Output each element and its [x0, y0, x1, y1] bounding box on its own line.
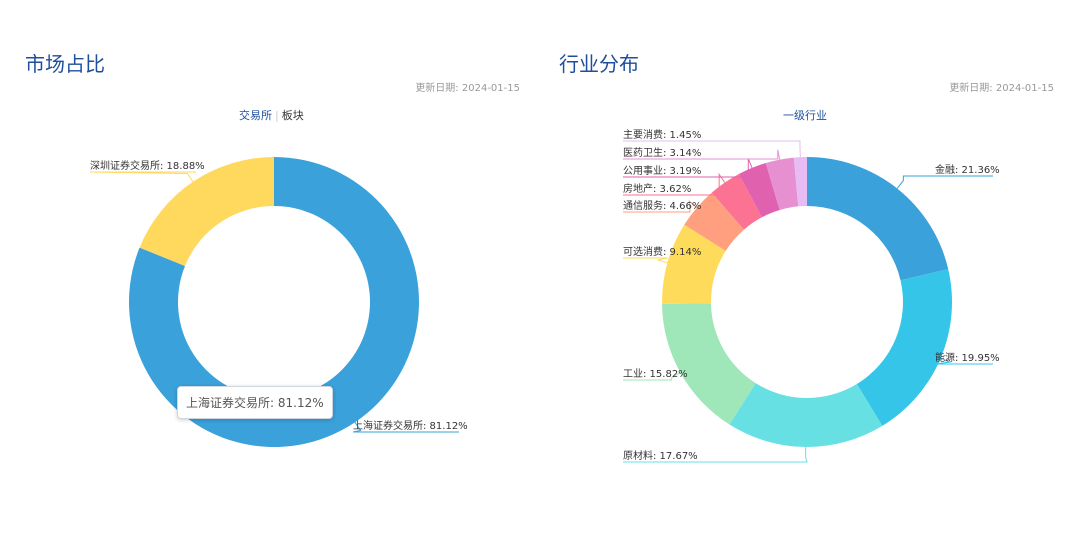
slice-label-1-3: 工业: 15.82%: [623, 368, 688, 380]
leader-line-1-7: [623, 158, 753, 178]
exchange-sector-tabs: 交易所 | 板块: [239, 107, 304, 123]
slice-1-9[interactable]: [793, 157, 807, 207]
slice-label-1-4: 可选消费: 9.14%: [623, 245, 701, 258]
slice-label-1-1: 能源: 19.95%: [935, 351, 1000, 364]
slice-1-1[interactable]: [856, 269, 952, 426]
update-date-label: 更新日期:: [415, 83, 459, 94]
market-share-title: 市场占比: [25, 52, 105, 76]
slice-1-7[interactable]: [738, 162, 780, 218]
update-date-label: 更新日期:: [949, 83, 993, 94]
leader-line-1-1: [934, 357, 993, 365]
tab-separator: |: [275, 109, 279, 122]
slice-label-0-0: 上海证券交易所: 81.12%: [353, 419, 468, 432]
slice-label-1-2: 原材料: 17.67%: [623, 449, 698, 462]
slice-1-8[interactable]: [765, 157, 799, 210]
tab-exchange[interactable]: 交易所: [239, 109, 272, 122]
slice-0-1[interactable]: [139, 157, 274, 266]
leader-line-1-3: [623, 372, 681, 381]
tab-sector[interactable]: 板块: [281, 109, 304, 122]
update-date-value: 2024-01-15: [461, 83, 520, 94]
slice-tooltip: 上海证券交易所: 81.12%: [177, 386, 333, 419]
slice-0-0[interactable]: [129, 157, 420, 448]
market-share-panel: 市场占比 更新日期: 2024-01-15 交易所 | 板块: [25, 52, 520, 123]
leader-line-1-4: [623, 257, 669, 264]
slice-1-3[interactable]: [662, 303, 756, 425]
leader-line-1-0: [896, 175, 993, 189]
leader-line-1-6: [623, 172, 726, 196]
slice-1-4[interactable]: [662, 224, 726, 304]
leader-line-1-8: [623, 149, 781, 160]
slice-1-0[interactable]: [807, 157, 949, 281]
leader-line-0-1: [89, 171, 196, 183]
leader-line-1-5: [623, 200, 698, 213]
slice-1-5[interactable]: [684, 192, 744, 251]
slice-label-1-5: 通信服务: 4.66%: [623, 199, 701, 212]
slice-1-2[interactable]: [729, 383, 883, 447]
leader-line-0-0: [352, 421, 459, 433]
slice-label-1-9: 主要消费: 1.45%: [623, 128, 701, 141]
slice-label-1-7: 公用事业: 3.19%: [623, 164, 701, 177]
slice-label-1-0: 金融: 21.36%: [935, 163, 1000, 176]
update-date-value: 2024-01-15: [995, 83, 1054, 94]
industry-panel: 行业分布 更新日期: 2024-01-15 一级行业: [534, 0, 1074, 549]
industry-title: 行业分布: [559, 52, 639, 76]
industry-update-date: 更新日期: 2024-01-15: [949, 79, 1054, 94]
leader-line-1-9: [623, 140, 801, 158]
leader-line-1-2: [623, 446, 808, 463]
market-share-update-date: 更新日期: 2024-01-15: [415, 79, 520, 94]
slice-1-6[interactable]: [711, 173, 762, 230]
industry-level-subtitle: 一级行业: [783, 109, 827, 122]
slice-label-1-8: 医药卫生: 3.14%: [623, 146, 701, 159]
slice-label-0-1: 深圳证券交易所: 18.88%: [90, 159, 205, 172]
slice-label-1-6: 房地产: 3.62%: [623, 182, 691, 195]
